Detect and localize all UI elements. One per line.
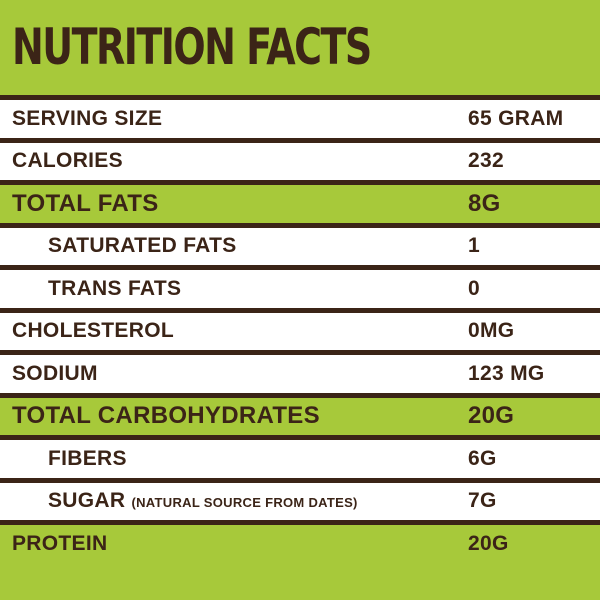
row-label: SERVING SIZE xyxy=(12,106,163,130)
row-label: FIBERS xyxy=(48,446,127,470)
divider xyxy=(0,95,600,100)
row-value: 0MG xyxy=(468,319,515,343)
divider xyxy=(0,350,600,355)
divider xyxy=(0,520,600,525)
divider xyxy=(0,392,600,398)
row-label: SODIUM xyxy=(12,361,98,385)
row-value: 0 xyxy=(468,276,480,300)
row-label: CALORIES xyxy=(12,149,123,173)
row-label: TOTAL CARBOHYDRATES xyxy=(12,402,320,430)
row-label: SATURATED FATS xyxy=(48,234,237,258)
row-value: 20G xyxy=(468,402,515,430)
nutrition-table: SERVING SIZE 65 GRAM CALORIES 232 TOTAL … xyxy=(0,95,600,563)
row-label: SUGAR (NATURAL SOURCE FROM DATES) xyxy=(48,489,358,513)
row-label: TOTAL FATS xyxy=(12,189,159,217)
divider xyxy=(0,180,600,185)
row-value: 1 xyxy=(468,234,480,258)
row-label: CHOLESTEROL xyxy=(12,319,174,343)
divider xyxy=(0,222,600,228)
row-value: 232 xyxy=(468,149,504,173)
row-value: 7G xyxy=(468,489,497,513)
row-calories: CALORIES 232 xyxy=(0,142,600,180)
row-value: 8G xyxy=(468,189,501,217)
row-label: PROTEIN xyxy=(12,531,108,555)
row-cholesterol: CHOLESTEROL 0MG xyxy=(0,312,600,350)
row-sodium: SODIUM 123 MG xyxy=(0,355,600,393)
divider xyxy=(0,307,600,313)
page-title: NUTRITION FACTS xyxy=(12,18,372,76)
row-label-text: SUGAR xyxy=(48,489,126,513)
row-value: 20G xyxy=(468,531,509,555)
divider xyxy=(0,137,600,143)
divider xyxy=(0,265,600,270)
row-value: 123 MG xyxy=(468,361,545,385)
row-total-carbohydrates: TOTAL CARBOHYDRATES 20G xyxy=(0,397,600,435)
row-fibers: FIBERS 6G xyxy=(0,440,600,478)
row-label: TRANS FATS xyxy=(48,276,182,300)
row-value: 65 GRAM xyxy=(468,106,564,130)
row-total-fats: TOTAL FATS 8G xyxy=(0,185,600,223)
divider xyxy=(0,477,600,483)
divider xyxy=(0,435,600,440)
row-value: 6G xyxy=(468,446,497,470)
row-protein: PROTEIN 20G xyxy=(0,525,600,563)
row-note: (NATURAL SOURCE FROM DATES) xyxy=(131,495,358,511)
row-serving-size: SERVING SIZE 65 GRAM xyxy=(0,100,600,138)
row-trans-fats: TRANS FATS 0 xyxy=(0,270,600,308)
row-saturated-fats: SATURATED FATS 1 xyxy=(0,227,600,265)
row-sugar: SUGAR (NATURAL SOURCE FROM DATES) 7G xyxy=(0,482,600,520)
